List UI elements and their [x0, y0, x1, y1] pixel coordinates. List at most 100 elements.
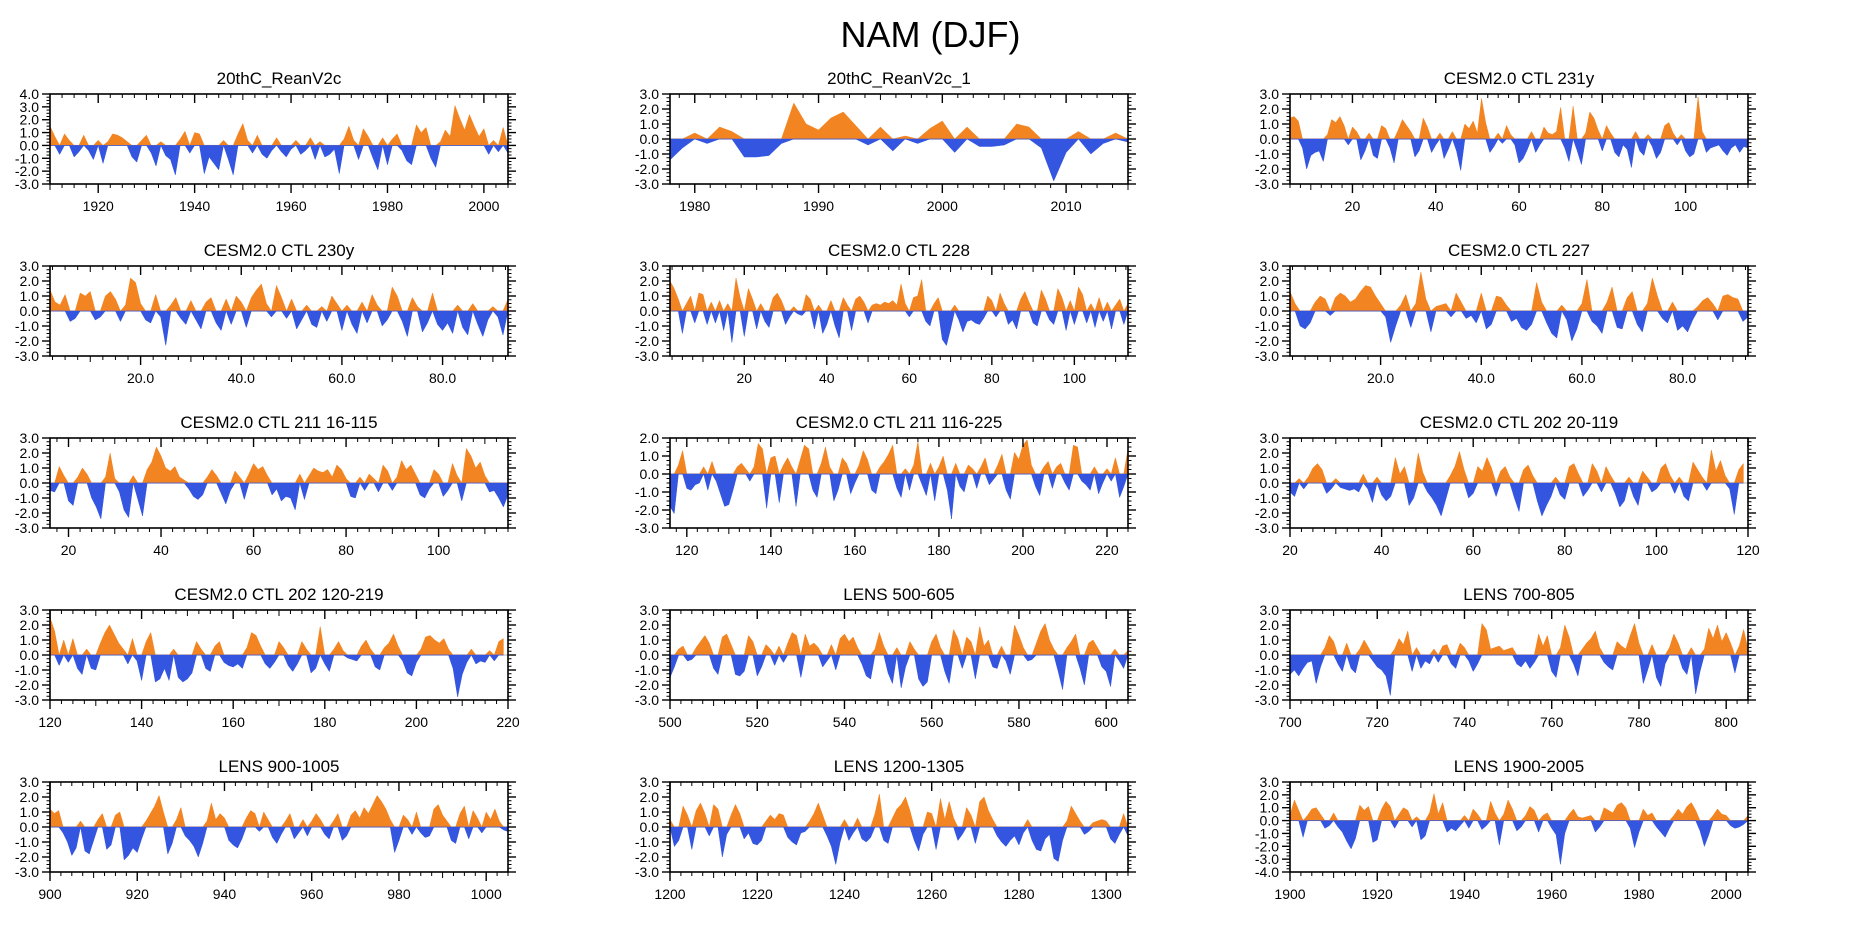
chart-title: LENS 900-1005 — [219, 757, 340, 776]
chart-canvas: 20thC_ReanV2c_1 1980 1990 2000 2010 -3.0-2.0-… — [635, 69, 1136, 214]
y-tick-label: -2.0 — [1255, 677, 1279, 693]
chart-title: LENS 1200-1305 — [834, 757, 964, 776]
subplot: 20thC_ReanV2c 1920 1940 1960 1980 2000 -3.0 -2.… — [0, 64, 620, 236]
x-tick-label: 60.0 — [1568, 370, 1595, 386]
y-tick-label: 3.0 — [20, 99, 40, 115]
plot-border — [1289, 93, 1749, 185]
x-tick-label: 80 — [1594, 198, 1610, 214]
positive-anomaly-area — [670, 622, 1129, 656]
y-tick-label: -3.0 — [635, 348, 659, 364]
y-tick-label: 1.0 — [20, 125, 40, 141]
x-tick-label: 100 — [1063, 370, 1087, 386]
negative-anomaly-area — [670, 310, 1129, 347]
y-tick-label: 4.0 — [20, 86, 40, 102]
chart-canvas: CESM2.0 CTL 230y 20.0 40.0 60.0 80.0 -3.0-2.0… — [15, 241, 516, 386]
y-tick-label: 2.0 — [1260, 787, 1280, 803]
negative-anomaly-area — [50, 826, 509, 861]
x-tick-label: 1920 — [1362, 886, 1393, 902]
chart-canvas: LENS 1200-1305 1200 1220 1240 1260 1280 1300 -3… — [635, 757, 1136, 902]
chart-title: LENS 1900-2005 — [1454, 757, 1584, 776]
y-tick-label: -1.0 — [15, 490, 39, 506]
x-tick-label: 220 — [496, 714, 520, 730]
plot-border — [1289, 437, 1749, 529]
y-tick-label: -3.0 — [635, 864, 659, 880]
y-tick-label: -1.0 — [635, 484, 659, 500]
negative-anomaly-area — [669, 138, 1129, 182]
y-tick-label: 1.0 — [640, 448, 660, 464]
y-tick-label: 3.0 — [640, 258, 660, 274]
chart-canvas: CESM2.0 CTL 227 20.0 40.0 60.0 80.0 -3.0-2.0-… — [1255, 241, 1756, 386]
x-tick-label: 700 — [1278, 714, 1302, 730]
y-tick-label: 2.0 — [20, 112, 40, 128]
y-tick-label: 3.0 — [1260, 602, 1280, 618]
page-title: NAM (DJF) — [840, 14, 1021, 55]
x-tick-label: 40 — [819, 370, 835, 386]
y-tick-label: 0.0 — [20, 137, 40, 153]
positive-anomaly-area — [1289, 793, 1749, 822]
x-tick-label: 200 — [405, 714, 429, 730]
chart-title: 20thC_ReanV2c_1 — [827, 69, 971, 88]
y-tick-label: 2.0 — [20, 789, 40, 805]
chart-canvas: CESM2.0 CTL 228 20 40 60 80 100 -3.0-2.0-1.00.… — [635, 241, 1136, 386]
x-tick-label: 1940 — [1449, 886, 1480, 902]
y-tick-label: -2.0 — [1255, 161, 1279, 177]
y-tick-label: 3.0 — [20, 774, 40, 790]
plot-border — [1289, 781, 1749, 873]
x-tick-label: 140 — [130, 714, 154, 730]
y-tick-label: 0.0 — [640, 303, 660, 319]
x-tick-label: 40 — [153, 542, 169, 558]
x-tick-label: 20.0 — [1367, 370, 1394, 386]
x-tick-label: 1960 — [275, 198, 306, 214]
y-tick-label: 0.0 — [20, 819, 40, 835]
x-tick-label: 100 — [1674, 198, 1698, 214]
x-tick-label: 20.0 — [127, 370, 154, 386]
y-tick-label: -2.0 — [635, 333, 659, 349]
y-tick-label: 0.0 — [1260, 647, 1280, 663]
x-tick-label: 160 — [222, 714, 246, 730]
x-tick-label: 1260 — [916, 886, 947, 902]
negative-anomaly-area — [1289, 654, 1748, 696]
y-tick-label: -2.0 — [15, 505, 39, 521]
x-tick-label: 40 — [1428, 198, 1444, 214]
positive-anomaly-area — [50, 446, 508, 484]
x-tick-label: 1280 — [1003, 886, 1034, 902]
positive-anomaly-area — [49, 277, 509, 312]
x-tick-label: 120 — [38, 714, 62, 730]
subplot: CESM2.0 CTL 230y 20.0 40.0 60.0 80.0 -3.0 -2.0… — [0, 236, 620, 408]
subplot: LENS 900-1005 900 920 940 960 980 1000 -3.0 -2.0… — [0, 752, 620, 924]
y-tick-label: -2.0 — [635, 677, 659, 693]
y-tick-label: 3.0 — [1260, 86, 1280, 102]
positive-anomaly-area — [1289, 96, 1748, 140]
chart-canvas: LENS 700-805 700 720 740 760 780 800 -3.0-2.0-1… — [1255, 585, 1756, 730]
x-tick-label: 1000 — [471, 886, 502, 902]
y-tick-label: -1.0 — [15, 662, 39, 678]
subplot: LENS 1200-1305 1200 1220 1240 1260 1280 1300 -3… — [620, 752, 1240, 924]
y-tick-label: 1.0 — [1260, 460, 1280, 476]
y-tick-label: 2.0 — [640, 430, 660, 446]
y-tick-label: -1.0 — [635, 662, 659, 678]
y-tick-label: 2.0 — [640, 617, 660, 633]
chart-canvas: 20thC_ReanV2c 1920 1940 1960 1980 2000 -3.0-2.… — [15, 69, 516, 214]
negative-anomaly-area — [1290, 310, 1749, 343]
x-tick-label: 120 — [675, 542, 699, 558]
y-tick-label: -1.0 — [15, 150, 39, 166]
x-tick-label: 500 — [658, 714, 682, 730]
x-tick-label: 100 — [427, 542, 451, 558]
y-tick-label: 0.0 — [1260, 475, 1280, 491]
chart-title: CESM2.0 CTL 211 16-115 — [180, 413, 377, 432]
x-tick-label: 60.0 — [328, 370, 355, 386]
y-tick-label: 3.0 — [20, 430, 40, 446]
y-tick-label: 2.0 — [20, 617, 40, 633]
y-tick-label: -1.0 — [1255, 146, 1279, 162]
y-tick-label: 0.0 — [640, 819, 660, 835]
subplot: LENS 500-605 500 520 540 560 580 600 -3.0 -2.0 -1… — [620, 580, 1240, 752]
x-tick-label: 20 — [1282, 542, 1298, 558]
negative-anomaly-area — [669, 826, 1129, 865]
x-tick-label: 60 — [1465, 542, 1481, 558]
x-tick-label: 1300 — [1091, 886, 1122, 902]
y-tick-label: -2.0 — [635, 849, 659, 865]
x-tick-label: 40.0 — [1468, 370, 1495, 386]
charts-grid: 20thC_ReanV2c 1920 1940 1960 1980 2000 -3.0 -2.… — [0, 64, 1860, 924]
y-tick-label: 0.0 — [20, 647, 40, 663]
y-tick-label: -3.0 — [635, 176, 659, 192]
